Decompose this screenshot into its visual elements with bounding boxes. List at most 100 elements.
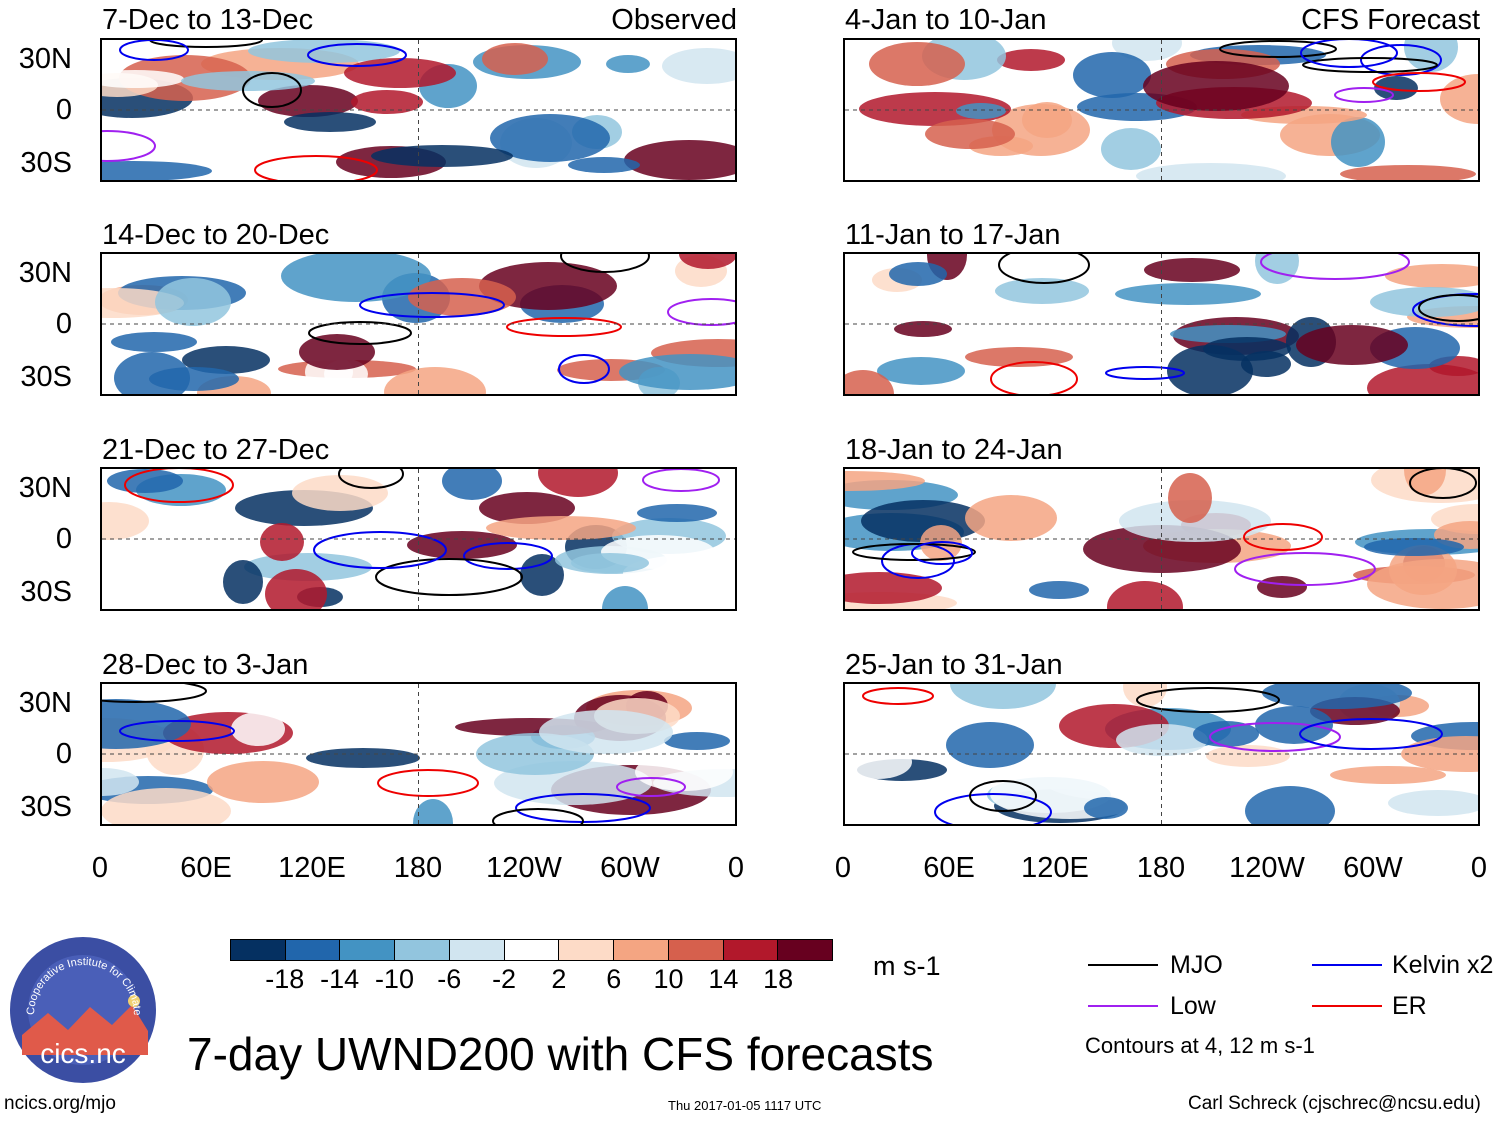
wind-anomaly-blob bbox=[258, 85, 358, 117]
contour-line bbox=[463, 542, 553, 570]
wind-anomaly-blob bbox=[1206, 745, 1290, 767]
colorbar-swatches bbox=[230, 939, 833, 961]
lon-label: 60E bbox=[180, 852, 232, 884]
wind-anomaly-blob bbox=[997, 49, 1065, 71]
wind-anomaly-blob bbox=[1388, 790, 1478, 816]
contour-line bbox=[102, 684, 207, 703]
wind-anomaly-blob bbox=[624, 140, 735, 180]
lon-label: 60E bbox=[923, 852, 975, 884]
panel-title: 25-Jan to 31-Jan bbox=[845, 649, 1063, 681]
lon-label: 0 bbox=[727, 852, 745, 884]
legend-line-er bbox=[1312, 1005, 1382, 1007]
colorbar-units: m s-1 bbox=[873, 951, 941, 981]
wind-anomaly-blob bbox=[281, 254, 431, 302]
wind-anomaly-blob bbox=[571, 553, 649, 573]
contour-line bbox=[119, 40, 189, 61]
wind-anomaly-blob bbox=[398, 774, 470, 794]
wind-anomaly-blob bbox=[102, 502, 149, 540]
wind-anomaly-blob bbox=[1262, 684, 1412, 709]
lat-label: 0 bbox=[55, 94, 72, 126]
wind-anomaly-blob bbox=[260, 523, 304, 561]
wind-anomaly-blob bbox=[539, 710, 673, 754]
lat-label: 0 bbox=[55, 738, 72, 770]
contour-line bbox=[1219, 40, 1337, 58]
map-field bbox=[845, 254, 1478, 394]
panel-title: 11-Jan to 17-Jan bbox=[845, 219, 1061, 251]
contour-line bbox=[492, 808, 584, 824]
colorbar-swatch bbox=[339, 940, 395, 960]
wind-anomaly-blob bbox=[995, 278, 1089, 304]
wind-anomaly-blob bbox=[1123, 684, 1167, 707]
wind-anomaly-blob bbox=[1374, 76, 1418, 100]
contour-line bbox=[616, 777, 686, 797]
main-title: 7-day UWND200 with CFS forecasts bbox=[187, 1028, 934, 1080]
panel-title: 14-Dec to 20-Dec bbox=[102, 219, 330, 251]
wind-anomaly-blob bbox=[479, 492, 575, 524]
colorbar-swatch bbox=[394, 940, 449, 960]
wind-anomaly-blob bbox=[637, 504, 717, 522]
panel-title: 7-Dec to 13-Dec bbox=[102, 4, 314, 36]
contour-line bbox=[990, 361, 1078, 394]
contour-line bbox=[642, 469, 720, 492]
wind-anomaly-blob bbox=[248, 40, 400, 63]
contour-line bbox=[1409, 469, 1477, 499]
colorbar-tick-label: -6 bbox=[437, 964, 462, 994]
colorbar-swatch bbox=[448, 940, 504, 960]
panel-tag: Observed bbox=[611, 4, 737, 36]
wind-anomaly-blob bbox=[1115, 283, 1261, 305]
contour-line bbox=[1243, 523, 1323, 551]
contour-line bbox=[307, 43, 407, 67]
logo-text: cics.nc bbox=[40, 1038, 126, 1069]
wind-anomaly-blob bbox=[486, 516, 636, 540]
wind-anomaly-blob bbox=[344, 58, 456, 88]
legend-label-mjo: MJO bbox=[1170, 951, 1223, 979]
contour-line bbox=[1299, 718, 1443, 750]
lat-label: 30N bbox=[18, 472, 72, 504]
wind-anomaly-blob bbox=[965, 495, 1057, 541]
contour-line bbox=[1302, 57, 1438, 73]
wind-anomaly-blob bbox=[1245, 786, 1335, 824]
wind-anomaly-blob bbox=[223, 560, 263, 604]
wind-anomaly-blob bbox=[413, 799, 453, 824]
contour-line bbox=[377, 769, 479, 797]
map-field bbox=[845, 684, 1478, 824]
footer-url[interactable]: ncics.org/mjo bbox=[4, 1093, 116, 1114]
wind-anomaly-blob bbox=[1255, 706, 1333, 744]
lon-label: 60W bbox=[1343, 852, 1403, 884]
wind-anomaly-blob bbox=[482, 43, 548, 75]
wind-anomaly-blob bbox=[950, 684, 1056, 709]
wind-anomaly-blob bbox=[306, 748, 420, 768]
footer-timestamp: Thu 2017-01-05 1117 UTC bbox=[668, 1098, 822, 1113]
wind-anomaly-blob bbox=[845, 471, 925, 491]
wind-anomaly-blob bbox=[1168, 473, 1212, 523]
map-field bbox=[102, 469, 735, 609]
wind-anomaly-blob bbox=[384, 367, 486, 394]
wind-anomaly-blob bbox=[1340, 165, 1476, 180]
colorbar-swatch bbox=[667, 940, 723, 960]
wind-anomaly-blob bbox=[635, 753, 733, 791]
lon-label: 60W bbox=[600, 852, 660, 884]
wind-anomaly-blob bbox=[606, 55, 650, 73]
wind-anomaly-blob bbox=[1107, 581, 1183, 609]
lon-label: 120W bbox=[486, 852, 562, 884]
legend-label-low: Low bbox=[1170, 992, 1216, 1020]
contour-line bbox=[852, 543, 976, 561]
wind-anomaly-blob bbox=[845, 370, 894, 394]
wind-anomaly-blob bbox=[155, 278, 231, 326]
wind-anomaly-blob bbox=[1073, 52, 1151, 98]
wind-anomaly-blob bbox=[845, 572, 942, 604]
footer-credit: Carl Schreck (cjschrec@ncsu.edu) bbox=[1188, 1093, 1481, 1114]
contour-line bbox=[1418, 294, 1478, 322]
wind-anomaly-blob bbox=[889, 262, 947, 286]
wind-anomaly-blob bbox=[408, 278, 516, 316]
wind-anomaly-blob bbox=[1255, 254, 1299, 284]
contour-line bbox=[124, 469, 234, 503]
wind-anomaly-blob bbox=[623, 554, 735, 592]
lon-label: 120E bbox=[1021, 852, 1089, 884]
contour-line bbox=[149, 40, 263, 48]
contour-line bbox=[242, 72, 302, 108]
wind-anomaly-blob bbox=[351, 90, 423, 114]
wind-anomaly-blob bbox=[1203, 337, 1291, 361]
wind-anomaly-blob bbox=[894, 321, 952, 337]
wind-anomaly-blob bbox=[1404, 40, 1458, 72]
